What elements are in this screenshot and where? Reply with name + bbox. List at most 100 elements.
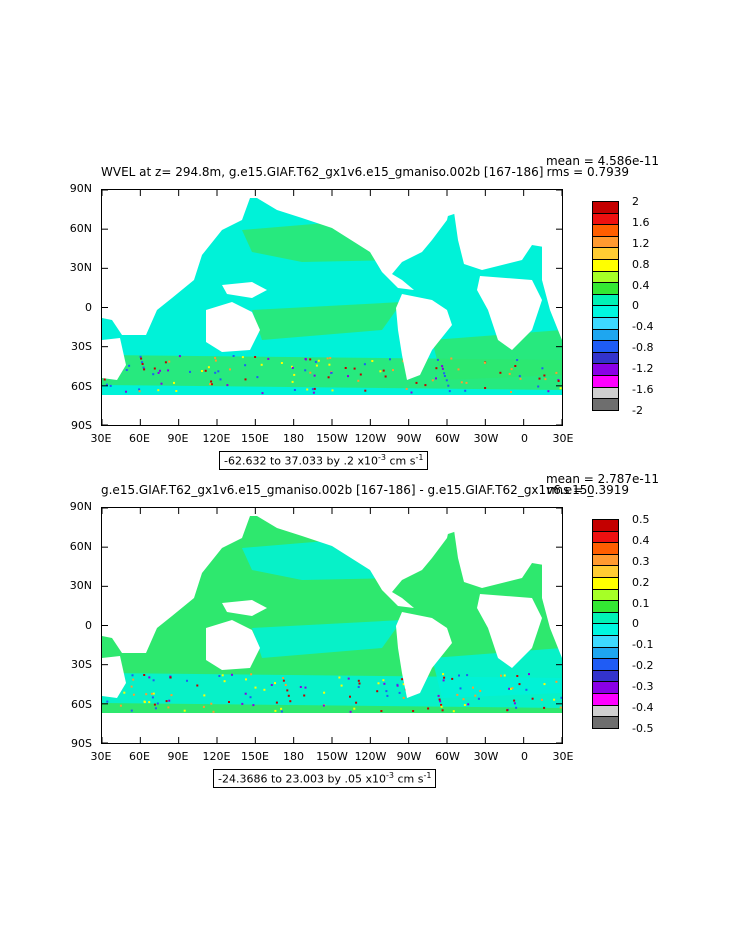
land-mask	[452, 516, 562, 588]
colorbar-label: 0.4	[632, 278, 650, 292]
speckle	[132, 693, 135, 696]
speckle	[274, 682, 276, 685]
speckle	[359, 373, 362, 376]
lon-tick-label: 60E	[129, 432, 150, 445]
speckle	[443, 676, 446, 679]
speckle	[528, 673, 530, 676]
speckle	[303, 694, 306, 697]
speckle	[203, 694, 206, 697]
lon-tick-label: 90W	[396, 750, 422, 763]
speckle	[143, 700, 146, 703]
lon-tick-label: 120E	[202, 750, 231, 763]
speckle	[328, 363, 331, 366]
speckle	[442, 673, 445, 676]
speckle	[547, 390, 550, 393]
speckle	[559, 387, 562, 390]
speckle	[441, 709, 444, 712]
speckle	[201, 370, 203, 372]
speckle	[130, 709, 133, 712]
speckle	[287, 694, 290, 697]
speckle	[186, 679, 188, 682]
speckle	[382, 679, 385, 682]
top-panel: WVEL at z= 294.8m, g.e15.GIAF.T62_gx1v6.…	[0, 150, 733, 470]
range-unit-exponent: -1	[423, 771, 432, 780]
speckle	[516, 359, 519, 361]
speckle	[157, 371, 160, 374]
speckle	[219, 378, 222, 381]
speckle	[291, 365, 293, 368]
speckle	[169, 676, 172, 679]
speckle	[515, 706, 518, 709]
speckle	[291, 380, 294, 383]
speckle	[396, 684, 399, 687]
speckle	[311, 388, 314, 391]
speckle	[214, 356, 217, 359]
speckle	[389, 358, 391, 361]
land-mask	[477, 276, 542, 350]
lon-tick-label: 150W	[316, 750, 348, 763]
colorbar-swatch	[592, 716, 619, 729]
map-frame	[101, 507, 563, 744]
speckle	[340, 684, 343, 687]
ocean-band	[432, 648, 562, 698]
range-box: -62.632 to 37.033 by .2 x10-3 cm s-1	[219, 451, 429, 470]
speckle	[138, 388, 141, 391]
speckle	[431, 379, 434, 382]
speckle	[304, 369, 307, 372]
speckle	[241, 702, 244, 705]
speckle	[559, 706, 562, 709]
speckle	[357, 379, 360, 382]
colorbar-label: -0.1	[632, 638, 654, 652]
speckle	[160, 382, 163, 385]
speckle	[168, 699, 171, 702]
speckle	[252, 704, 255, 707]
speckle	[170, 694, 173, 697]
speckle	[250, 673, 253, 676]
speckle	[435, 367, 438, 370]
speckle	[355, 701, 358, 704]
speckle	[164, 361, 167, 364]
speckle	[309, 371, 312, 374]
land-mask	[396, 294, 452, 380]
speckle	[377, 682, 380, 685]
world-map	[102, 508, 562, 743]
speckle	[538, 377, 541, 380]
speckle	[405, 388, 408, 390]
land-mask	[452, 198, 562, 270]
speckle	[555, 680, 558, 683]
speckle	[275, 701, 278, 704]
speckle	[254, 686, 257, 689]
speckle	[282, 679, 285, 682]
speckle	[383, 682, 386, 685]
speckle	[217, 370, 220, 373]
speckle	[347, 375, 349, 378]
speckle	[143, 368, 146, 371]
speckle	[438, 698, 441, 701]
speckle	[293, 373, 296, 376]
colorbar-swatch	[592, 398, 619, 411]
speckle	[357, 686, 360, 688]
speckle	[165, 700, 168, 703]
colorbar-label: 0	[632, 617, 639, 631]
speckle	[509, 687, 512, 690]
speckle	[452, 710, 455, 713]
land-mask	[222, 600, 267, 616]
lat-tick-label: 90N	[69, 182, 92, 195]
speckle	[109, 384, 112, 387]
speckle	[263, 688, 266, 691]
speckle	[142, 366, 145, 369]
speckle	[231, 673, 233, 676]
colorbar-label: 0.2	[632, 575, 650, 589]
speckle	[445, 379, 448, 382]
speckle	[349, 710, 352, 713]
speckle	[464, 389, 467, 392]
land-mask	[542, 516, 562, 658]
speckle	[338, 676, 341, 679]
speckle	[221, 674, 224, 677]
speckle	[202, 705, 205, 708]
speckle	[241, 356, 244, 359]
speckle	[540, 698, 543, 701]
speckle	[132, 678, 135, 681]
speckle	[506, 709, 509, 712]
speckle	[353, 707, 356, 710]
